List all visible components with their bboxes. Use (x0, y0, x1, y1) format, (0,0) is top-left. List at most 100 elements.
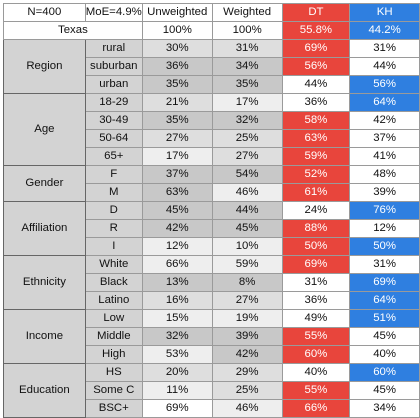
dt-cell: 36% (281, 93, 351, 112)
weighted-cell: 39% (211, 327, 283, 346)
table-row: 30-49 35% 32% 58% 42% (4, 111, 420, 130)
dt-cell: 61% (281, 183, 351, 202)
table-row: 50-64 27% 25% 63% 37% (4, 129, 420, 148)
group-label: Age (3, 93, 86, 166)
dt-cell: 58% (281, 111, 351, 130)
kh-cell: 45% (349, 381, 420, 400)
dt-cell: 66% (281, 399, 351, 418)
unweighted-cell: 35% (141, 75, 213, 94)
kh-cell: 31% (349, 39, 420, 58)
row-label: suburban (84, 57, 143, 76)
dt-header: DT (281, 3, 351, 22)
weighted-cell: 32% (211, 111, 283, 130)
kh-cell: 31% (349, 255, 420, 274)
weighted-cell: 10% (211, 237, 283, 256)
dt-cell: 59% (281, 147, 351, 166)
table-row: Education HS 20% 29% 40% 60% (3, 363, 420, 418)
row-label: R (84, 219, 143, 238)
unweighted-cell: 42% (141, 219, 213, 238)
kh-cell: 69% (349, 273, 420, 292)
kh-cell: 40% (349, 345, 420, 364)
weighted-cell: 31% (211, 39, 283, 58)
kh-cell: 48% (349, 165, 420, 184)
table-row: 65+ 17% 27% 59% 41% (4, 147, 420, 166)
unweighted-cell: 20% (141, 363, 213, 382)
row-label: rural (84, 39, 143, 58)
dt-cell: 88% (281, 219, 351, 238)
dt-cell: 63% (281, 129, 351, 148)
row-label: BSC+ (84, 399, 143, 418)
table-row: M 63% 46% 61% 39% (4, 183, 420, 202)
sample-size: N=400 (3, 3, 86, 22)
dt-cell: 49% (281, 309, 351, 328)
unweighted-cell: 37% (141, 165, 213, 184)
kh-cell: 50% (349, 237, 420, 256)
kh-cell: 42% (349, 111, 420, 130)
dt-total: 55.8% (281, 21, 351, 40)
dt-cell: 50% (281, 237, 351, 256)
table-row: Gender F 37% 54% 52% 48% (3, 165, 420, 202)
weighted-cell: 17% (211, 93, 283, 112)
weighted-cell: 44% (211, 201, 283, 220)
margin-of-error: MoE=4.9% (84, 3, 143, 22)
group-label: Ethnicity (3, 255, 86, 310)
row-label: White (84, 255, 143, 274)
unweighted-cell: 32% (141, 327, 213, 346)
unweighted-cell: 69% (141, 399, 213, 418)
dt-cell: 60% (281, 345, 351, 364)
weighted-cell: 42% (211, 345, 283, 364)
unweighted-cell: 45% (141, 201, 213, 220)
weighted-cell: 25% (211, 129, 283, 148)
table-row: Ethnicity White 66% 59% 69% 31% (3, 255, 420, 310)
unweighted-cell: 66% (141, 255, 213, 274)
unweighted-cell: 36% (141, 57, 213, 76)
row-label: Low (84, 309, 143, 328)
kh-cell: 64% (349, 291, 420, 310)
table-row: High 53% 42% 60% 40% (4, 345, 420, 364)
table-row: Black 13% 8% 31% 69% (4, 273, 420, 292)
table-row: Income Low 15% 19% 49% 51% (3, 309, 420, 364)
kh-cell: 56% (349, 75, 420, 94)
table-row: Middle 32% 39% 55% 45% (4, 327, 420, 346)
kh-cell: 12% (349, 219, 420, 238)
table-row: I 12% 10% 50% 50% (4, 237, 420, 256)
state-label: Texas (3, 21, 143, 40)
kh-cell: 44% (349, 57, 420, 76)
header-row-2: Texas 100% 100% 55.8% 44.2% (3, 21, 420, 40)
unweighted-cell: 27% (141, 129, 213, 148)
dt-cell: 31% (281, 273, 351, 292)
table-row: Affiliation D 45% 44% 24% 76% (3, 201, 420, 256)
weighted-total: 100% (211, 21, 283, 40)
row-label: Latino (84, 291, 143, 310)
kh-cell: 51% (349, 309, 420, 328)
table-row: Some C 11% 25% 55% 45% (4, 381, 420, 400)
dt-cell: 44% (281, 75, 351, 94)
table-row: R 42% 45% 88% 12% (4, 219, 420, 238)
unweighted-cell: 21% (141, 93, 213, 112)
dt-cell: 69% (281, 255, 351, 274)
row-label: Black (84, 273, 143, 292)
unweighted-cell: 53% (141, 345, 213, 364)
weighted-cell: 29% (211, 363, 283, 382)
unweighted-cell: 30% (141, 39, 213, 58)
dt-cell: 36% (281, 291, 351, 310)
row-label: 18-29 (84, 93, 143, 112)
dt-cell: 40% (281, 363, 351, 382)
dt-cell: 55% (281, 327, 351, 346)
group-label: Education (3, 363, 86, 418)
kh-cell: 34% (349, 399, 420, 418)
kh-header: KH (349, 3, 420, 22)
kh-cell: 60% (349, 363, 420, 382)
header-row-1: N=400 MoE=4.9% Unweighted Weighted DT KH (3, 3, 420, 22)
row-label: High (84, 345, 143, 364)
weighted-cell: 19% (211, 309, 283, 328)
row-label: Some C (84, 381, 143, 400)
weighted-cell: 34% (211, 57, 283, 76)
table-row: Age 18-29 21% 17% 36% 64% (3, 93, 420, 166)
unweighted-cell: 12% (141, 237, 213, 256)
weighted-cell: 27% (211, 147, 283, 166)
kh-cell: 41% (349, 147, 420, 166)
table-row: Region rural 30% 31% 69% 31% (3, 39, 420, 94)
unweighted-cell: 13% (141, 273, 213, 292)
weighted-cell: 45% (211, 219, 283, 238)
